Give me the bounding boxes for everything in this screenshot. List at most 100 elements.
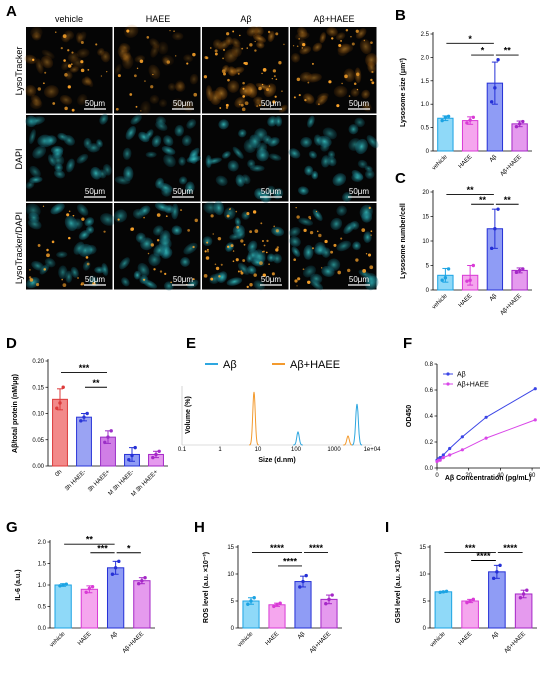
nucleus <box>32 145 47 159</box>
significance-label: *** <box>465 543 476 553</box>
data-point <box>493 227 497 231</box>
series-line-abeta-haee-peak2 <box>343 435 353 446</box>
lysosome-dot <box>232 30 235 33</box>
lysosome-dot <box>262 273 267 277</box>
lysosome-dot <box>43 268 47 271</box>
series-point <box>448 453 452 457</box>
cell-signal <box>326 26 338 37</box>
nucleus <box>234 217 241 227</box>
lysosome-dot <box>61 278 63 281</box>
lysosome-dot <box>283 43 285 46</box>
y-tick-label: 10 <box>227 572 234 578</box>
nucleus <box>237 262 250 275</box>
lysosome-dot <box>266 88 270 92</box>
y-tick-label: 0 <box>231 626 235 632</box>
nucleus <box>304 165 314 176</box>
cell-signal <box>149 94 160 104</box>
x-tick-label: 60 <box>529 473 536 479</box>
y-tick-label: 2.0 <box>38 540 47 546</box>
lysosome-dot <box>295 206 297 209</box>
data-point <box>64 582 69 586</box>
lysosome-dot <box>318 103 320 106</box>
cell-signal <box>161 54 175 66</box>
bar-2 <box>294 581 312 629</box>
lysosome-dot <box>221 69 226 74</box>
lysosome-dot <box>361 228 366 232</box>
micrograph-background <box>26 115 113 202</box>
y-axis-label: Lysosome size (μm²) <box>400 58 407 127</box>
data-point <box>471 115 476 120</box>
x-tick-label-0: 0h <box>54 469 63 478</box>
cell-signal <box>343 68 356 83</box>
nucleus <box>90 166 102 180</box>
lysosome-dot <box>100 75 103 77</box>
lysosome-dot <box>246 285 249 289</box>
y-tick-label: 15 <box>422 215 429 221</box>
x-tick-label: 10 <box>255 447 262 453</box>
cell-signal <box>114 63 122 76</box>
lysosome-dot <box>156 238 160 242</box>
lysosome-dot <box>336 104 340 108</box>
x-tick-label: 1000 <box>327 447 341 453</box>
lysosome-dot <box>243 243 246 246</box>
cell-signal <box>303 93 315 104</box>
lysosome-dot <box>68 236 71 240</box>
lysosome-dot <box>103 230 106 233</box>
nucleus <box>125 126 137 140</box>
data-point <box>521 119 525 124</box>
y-tick-label: 1.0 <box>421 102 430 108</box>
nucleus <box>241 174 251 185</box>
cell-signal <box>335 32 346 41</box>
nucleus <box>114 176 131 185</box>
panel-letter-e: E <box>186 335 196 352</box>
cell-signal <box>231 66 245 75</box>
lysosome-dot <box>225 103 229 107</box>
lysosome-dot <box>320 267 323 269</box>
lysosome-dot <box>42 205 45 207</box>
nucleus <box>288 148 301 159</box>
cell-signal <box>40 55 54 69</box>
data-point <box>82 415 86 419</box>
lysosome-dot <box>265 251 268 254</box>
lysosome-dot <box>220 263 223 266</box>
panel-letter-a: A <box>6 3 17 20</box>
cell-signal <box>75 32 83 44</box>
y-tick-label: 20 <box>422 190 429 196</box>
lysosome-dot <box>272 100 276 104</box>
lysosome-dot <box>276 246 279 249</box>
nucleus <box>307 115 315 128</box>
lysosome-dot <box>67 64 72 68</box>
scale-bar-label: 50μm <box>349 99 370 108</box>
lysosome-dot <box>240 103 244 107</box>
bar-2 <box>106 567 125 629</box>
cell-signal <box>209 90 222 105</box>
data-point <box>84 590 88 595</box>
lysosome-dot <box>261 72 263 75</box>
cell-signal <box>231 38 241 48</box>
nucleus <box>29 116 45 126</box>
x-tick-label-1: 3h HAEE- <box>64 469 87 492</box>
lysosome-dot <box>85 256 89 259</box>
nucleus <box>153 225 164 236</box>
nucleus <box>289 236 301 247</box>
lysosome-dot <box>106 71 108 73</box>
lysosome-dot <box>368 206 371 210</box>
nucleus <box>26 277 40 289</box>
y-tick-label: 15 <box>227 545 234 551</box>
lysosome-dot <box>249 283 253 287</box>
lysosome-dot <box>252 210 257 214</box>
panel-letter-d: D <box>6 335 17 352</box>
row-header-dapi: DAPI <box>14 148 24 169</box>
x-tick-label-2: Aβ <box>489 154 499 164</box>
data-point <box>465 279 469 283</box>
lysosome-dot <box>324 239 328 244</box>
lysosome-dot <box>71 51 74 54</box>
lysosome-dot <box>232 250 235 252</box>
nucleus <box>25 180 35 189</box>
nucleus <box>348 138 362 151</box>
series-line-0 <box>436 388 536 461</box>
lysosome-dot <box>36 283 40 287</box>
nucleus <box>308 150 318 159</box>
lysosome-dot <box>235 258 239 262</box>
x-tick-label-0: vehicle <box>431 293 449 311</box>
